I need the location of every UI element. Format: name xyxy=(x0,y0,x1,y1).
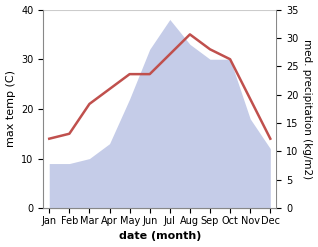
Y-axis label: max temp (C): max temp (C) xyxy=(5,70,16,147)
Y-axis label: med. precipitation (kg/m2): med. precipitation (kg/m2) xyxy=(302,39,313,179)
X-axis label: date (month): date (month) xyxy=(119,231,201,242)
